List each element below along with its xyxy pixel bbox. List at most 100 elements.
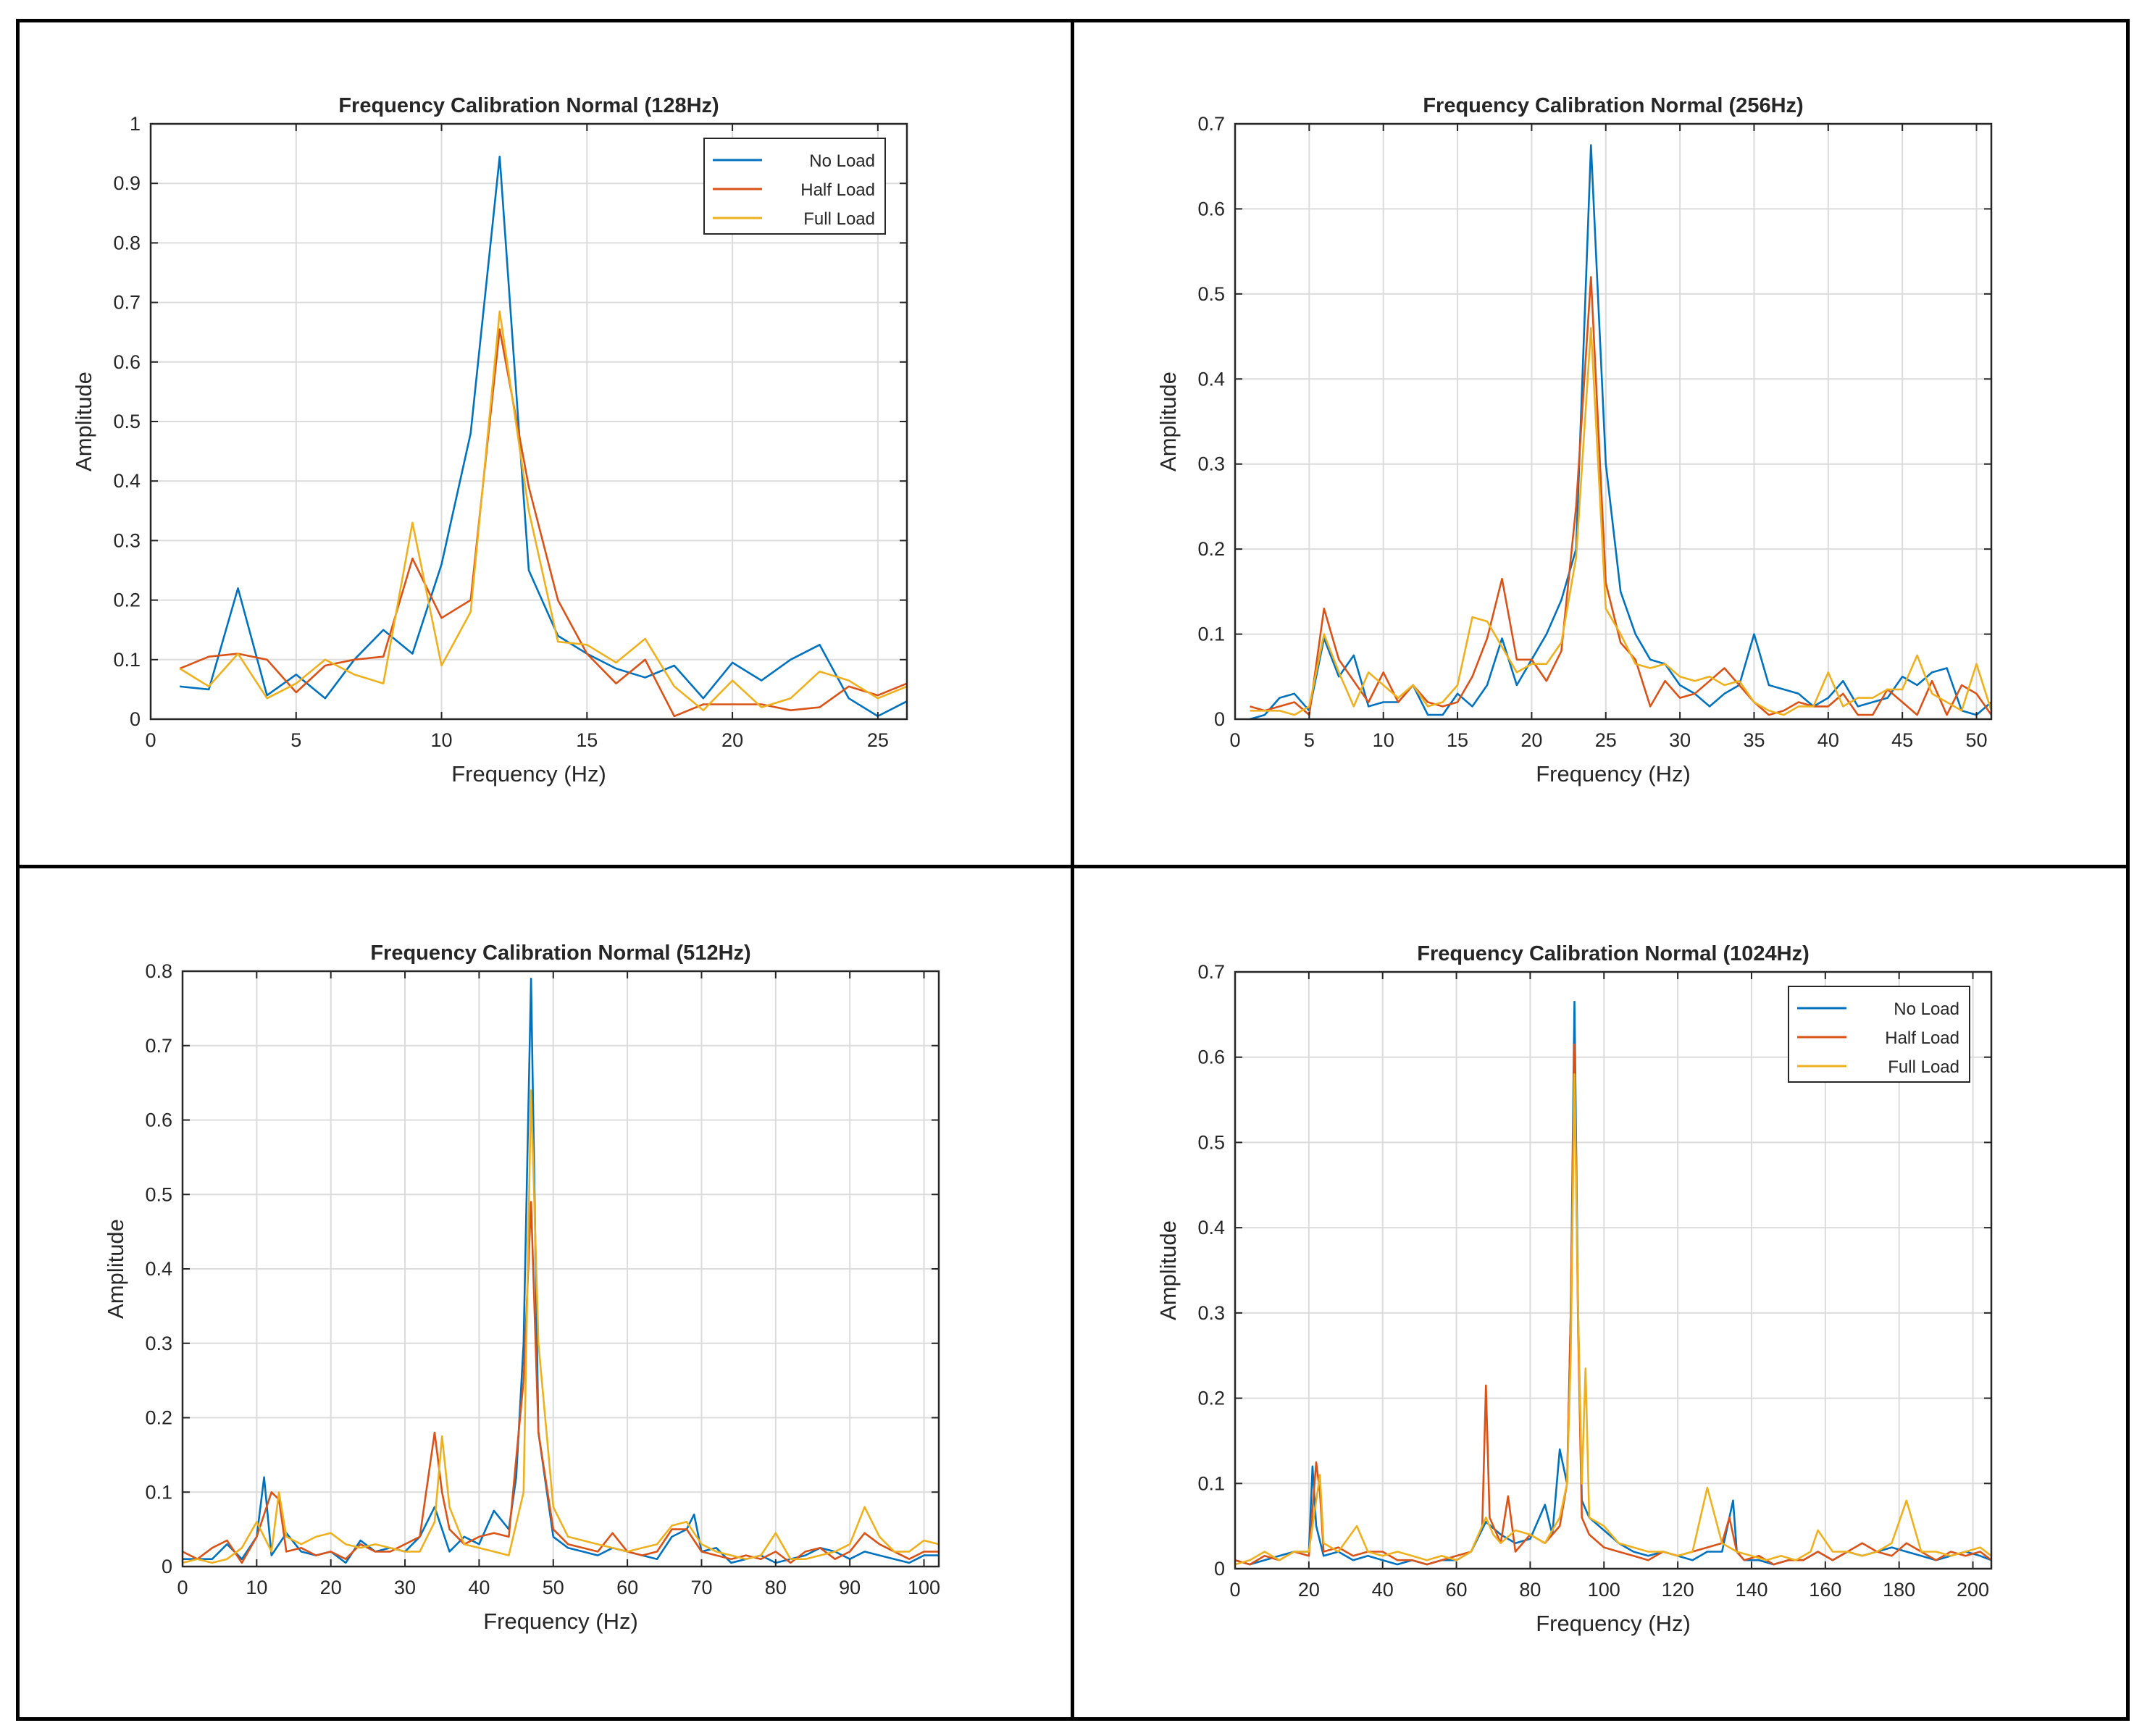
x-tick-label: 5 <box>1304 729 1315 751</box>
y-tick-label: 0.3 <box>113 529 141 551</box>
x-tick-label: 40 <box>468 1577 490 1598</box>
y-tick-label: 0.7 <box>1197 113 1225 135</box>
y-tick-label: 0 <box>1214 708 1225 730</box>
x-tick-label: 60 <box>616 1577 638 1598</box>
x-tick-label: 50 <box>543 1577 564 1598</box>
y-axis-label: Amplitude <box>71 372 96 471</box>
legend-label: Full Load <box>1888 1057 1959 1077</box>
chart-1: 0 5 10 15 20 25 30 35 40 45 50 0 0.1 0.2 0.3 0.4 0.5 0.6 0… <box>1155 94 1993 787</box>
x-tick-label: 30 <box>1669 729 1691 751</box>
x-tick-label: 30 <box>394 1577 416 1598</box>
y-axis-label: Amplitude <box>1155 1220 1181 1320</box>
chart-3: 0 20 40 60 80 100 120 140 160 180 200 0 0.1 0.2 0.3 0.4… <box>1155 942 1993 1636</box>
y-tick-label: 0.7 <box>1197 961 1225 983</box>
legend-label: Half Load <box>800 180 875 200</box>
x-tick-label: 10 <box>246 1577 267 1598</box>
x-tick-label: 20 <box>1298 1579 1320 1601</box>
y-tick-label: 0.6 <box>113 351 141 373</box>
x-tick-label: 140 <box>1735 1579 1767 1601</box>
x-tick-label: 50 <box>1966 729 1988 751</box>
chart-title: Frequency Calibration Normal (1024Hz) <box>1417 942 1809 965</box>
x-axis-label: Frequency (Hz) <box>1536 1611 1691 1636</box>
y-axis-label: Amplitude <box>1155 372 1181 471</box>
y-tick-label: 0.1 <box>1197 624 1225 645</box>
x-tick-label: 20 <box>1520 729 1542 751</box>
axes-box <box>1234 970 1993 1570</box>
chart-2: 0 10 20 30 40 50 60 70 80 90 100 0 0.1 0.2 0.3 0.4 0.5 0.… <box>103 942 940 1634</box>
series-line-half-load <box>182 1201 939 1564</box>
y-tick-label: 0.1 <box>145 1481 172 1503</box>
legend-label: Half Load <box>1885 1028 1959 1048</box>
x-tick-label: 15 <box>576 729 598 751</box>
y-tick-label: 0.9 <box>113 172 141 194</box>
y-tick-label: 0.4 <box>1197 1217 1225 1238</box>
y-tick-label: 0.1 <box>1197 1472 1225 1494</box>
series-line-no-load <box>1250 144 1992 721</box>
y-tick-label: 0.6 <box>145 1110 172 1131</box>
y-tick-label: 0.8 <box>145 960 172 982</box>
series-line-half-load <box>1250 276 1993 716</box>
axes-box <box>1234 122 1993 721</box>
x-tick-label: 45 <box>1891 729 1913 751</box>
x-tick-label: 120 <box>1662 1579 1694 1601</box>
y-tick-label: 0.6 <box>1197 198 1225 219</box>
x-tick-label: 20 <box>320 1577 342 1598</box>
y-tick-label: 0.3 <box>1197 453 1225 475</box>
x-tick-label: 90 <box>839 1577 861 1598</box>
y-axis-label: Amplitude <box>103 1219 128 1319</box>
x-tick-label: 25 <box>867 729 889 751</box>
y-tick-label: 0.2 <box>1197 1388 1225 1409</box>
x-tick-label: 25 <box>1595 729 1617 751</box>
y-tick-label: 0.3 <box>1197 1302 1225 1324</box>
x-tick-label: 40 <box>1372 1579 1394 1601</box>
x-tick-label: 100 <box>1588 1579 1620 1601</box>
y-tick-label: 0.1 <box>113 649 141 671</box>
x-tick-label: 10 <box>431 729 453 751</box>
y-tick-label: 0.5 <box>145 1183 172 1205</box>
y-tick-label: 0.8 <box>113 232 141 253</box>
y-tick-label: 0 <box>162 1556 172 1577</box>
x-axis-label: Frequency (Hz) <box>451 761 606 787</box>
chart-title: Frequency Calibration Normal (256Hz) <box>1423 94 1803 117</box>
plot-area <box>1235 124 1991 719</box>
x-tick-label: 80 <box>765 1577 787 1598</box>
y-tick-label: 1 <box>130 113 141 135</box>
x-tick-label: 0 <box>145 729 156 751</box>
legend-label: No Load <box>1894 999 1959 1019</box>
x-tick-label: 0 <box>1229 1579 1240 1601</box>
x-tick-label: 35 <box>1743 729 1765 751</box>
chart-title: Frequency Calibration Normal (128Hz) <box>338 94 719 117</box>
y-tick-label: 0.7 <box>145 1035 172 1057</box>
y-tick-label: 0 <box>1214 1558 1225 1580</box>
y-tick-label: 0.5 <box>113 411 141 432</box>
legend: No Load Half Load Full Load <box>1788 986 1970 1083</box>
x-tick-label: 180 <box>1883 1579 1915 1601</box>
series-line-full-load <box>1250 327 1993 716</box>
x-tick-label: 40 <box>1817 729 1839 751</box>
y-tick-label: 0.5 <box>1197 1131 1225 1153</box>
series-line-full-load <box>1234 1073 1992 1566</box>
x-tick-label: 10 <box>1373 729 1394 751</box>
y-tick-label: 0.7 <box>113 292 141 314</box>
x-tick-label: 100 <box>908 1577 940 1598</box>
series-line-full-load <box>182 1089 940 1564</box>
chart-title: Frequency Calibration Normal (512Hz) <box>370 942 750 965</box>
y-tick-label: 0.2 <box>145 1407 172 1429</box>
x-tick-label: 70 <box>690 1577 712 1598</box>
x-tick-label: 60 <box>1446 1579 1468 1601</box>
x-tick-label: 20 <box>721 729 743 751</box>
legend: No Load Half Load Full Load <box>703 138 886 235</box>
chart-0: 0 5 10 15 20 25 0 0.1 0.2 0.3 0.4 0.5 0.6 0.7 0.8 0.9 1 F… <box>71 94 908 787</box>
x-tick-label: 160 <box>1809 1579 1841 1601</box>
x-tick-label: 80 <box>1519 1579 1541 1601</box>
x-tick-label: 5 <box>290 729 301 751</box>
y-tick-label: 0.6 <box>1197 1047 1225 1068</box>
legend-label: No Load <box>809 151 875 171</box>
y-tick-label: 0.4 <box>145 1258 172 1280</box>
x-axis-label: Frequency (Hz) <box>483 1609 638 1634</box>
y-tick-label: 0 <box>130 708 141 730</box>
y-tick-label: 0.5 <box>1197 283 1225 305</box>
x-tick-label: 0 <box>1229 729 1240 751</box>
y-tick-label: 0.2 <box>1197 538 1225 560</box>
